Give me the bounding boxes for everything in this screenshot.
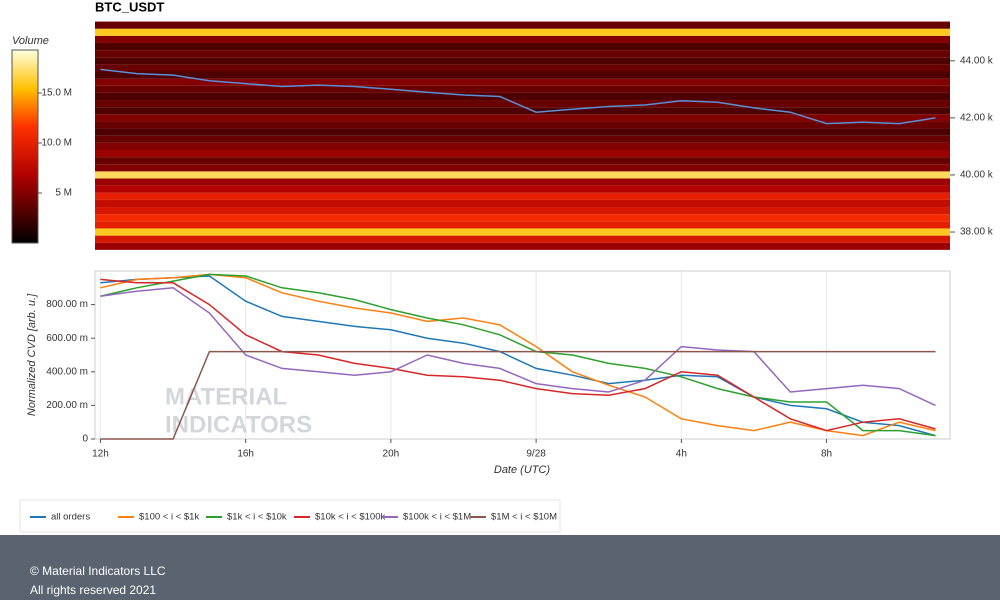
y-tick-label: 400.00 m xyxy=(46,366,88,377)
heatmap-row xyxy=(95,242,950,250)
x-tick-label: 9/28 xyxy=(526,449,546,460)
heatmap-row xyxy=(95,235,950,243)
colorbar-tick-label: 5 M xyxy=(55,188,72,199)
legend-label: $100 < i < $1k xyxy=(139,512,199,523)
x-tick-label: 8h xyxy=(821,449,832,460)
x-tick-label: 20h xyxy=(383,449,400,460)
heatmap-row xyxy=(95,228,950,236)
colorbar-title: Volume xyxy=(12,35,49,47)
heatmap-row xyxy=(95,71,950,79)
x-axis-title: Date (UTC) xyxy=(494,464,551,476)
x-tick-label: 16h xyxy=(237,449,254,460)
heatmap-row xyxy=(95,50,950,58)
heatmap-row xyxy=(95,42,950,51)
cvd-line xyxy=(100,273,936,437)
colorbar-tick-label: 15.0 M xyxy=(41,88,72,99)
copyright: © Material Indicators LLC xyxy=(30,564,166,578)
heatmap-row xyxy=(95,121,950,129)
heatmap-row xyxy=(95,78,950,86)
cvd-line xyxy=(100,278,936,432)
footer xyxy=(0,535,1000,600)
y-tick-label: 200.00 m xyxy=(46,400,88,411)
heatmap-row xyxy=(95,149,950,158)
legend-label: all orders xyxy=(51,512,90,523)
heatmap-row xyxy=(95,135,950,143)
watermark: INDICATORS xyxy=(165,411,312,438)
heatmap-row xyxy=(95,28,950,36)
colorbar-tick-label: 10.0 M xyxy=(41,138,72,149)
x-tick-label: 12h xyxy=(92,449,109,460)
cvd-line xyxy=(100,275,936,437)
heatmap-row xyxy=(95,85,950,93)
cvd-line xyxy=(100,287,936,407)
heatmap-row xyxy=(95,114,950,122)
heatmap-row xyxy=(95,185,950,193)
heatmap-row xyxy=(95,92,950,101)
heatmap-row xyxy=(95,207,950,215)
colorbar xyxy=(11,49,39,244)
rights: All rights reserved 2021 xyxy=(30,583,156,597)
cvd-line xyxy=(100,350,936,440)
y-tick-label: 0 xyxy=(82,434,88,445)
legend-label: $1M < i < $10M xyxy=(491,512,557,523)
heatmap-row xyxy=(95,100,950,108)
watermark: MATERIAL xyxy=(165,383,287,410)
plot-frame xyxy=(94,270,951,440)
x-tick-label: 4h xyxy=(676,449,687,460)
y-tick-label: 38.00 k xyxy=(960,227,994,238)
heatmap-row xyxy=(95,64,950,72)
heatmap-row xyxy=(95,171,950,179)
heatmap-row xyxy=(95,157,950,165)
legend-label: $100k < i < $1M xyxy=(403,512,471,523)
y-tick-label: 600.00 m xyxy=(46,333,88,344)
chart-title: BTC_USDT xyxy=(95,0,164,14)
y-tick-label: 800.00 m xyxy=(46,299,88,310)
heatmap-row xyxy=(95,199,950,208)
y-tick-label: 42.00 k xyxy=(960,113,994,124)
heatmap-row xyxy=(95,142,950,150)
heatmap-row xyxy=(95,21,950,29)
y-tick-label: 44.00 k xyxy=(960,55,994,66)
y-tick-label: 40.00 k xyxy=(960,170,994,181)
heatmap-row xyxy=(95,214,950,222)
legend-label: $1k < i < $10k xyxy=(227,512,287,523)
heatmap-row xyxy=(95,128,950,136)
heatmap-row xyxy=(95,164,950,172)
heatmap-row xyxy=(95,57,950,65)
y-axis-title: Normalized CVD [arb. u.] xyxy=(26,293,38,416)
price-line xyxy=(100,68,936,125)
heatmap-row xyxy=(95,221,950,229)
heatmap-row xyxy=(95,107,950,115)
heatmap-row xyxy=(95,192,950,200)
heatmap-row xyxy=(95,178,950,186)
cvd-line xyxy=(100,273,936,437)
legend-label: $10k < i < $100k xyxy=(315,512,385,523)
heatmap-row xyxy=(95,35,950,43)
